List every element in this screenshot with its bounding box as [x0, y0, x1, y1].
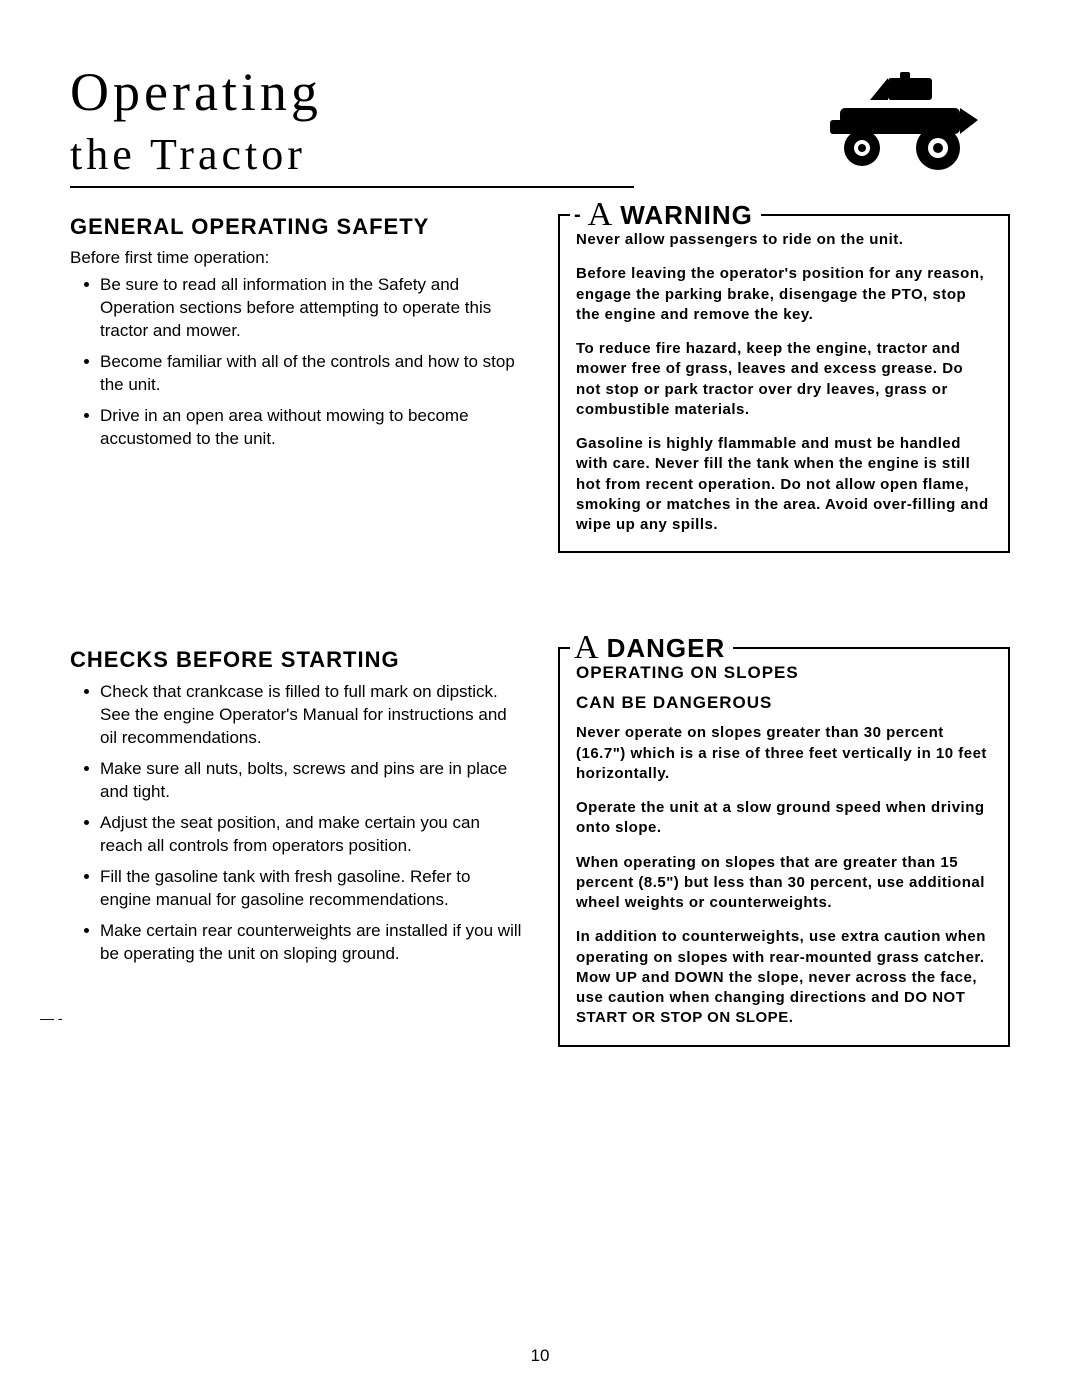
danger-icon: A [574, 631, 599, 665]
col-left-2: CHECKS BEFORE STARTING Check that crankc… [70, 647, 522, 1070]
list-item: Be sure to read all information in the S… [84, 274, 522, 343]
page-number: 10 [0, 1346, 1080, 1366]
general-safety-intro: Before first time operation: [70, 248, 522, 268]
warning-para: Gasoline is highly flammable and must be… [576, 434, 992, 535]
warning-icon: A [588, 198, 613, 232]
title-line-2: the Tractor [70, 129, 322, 180]
tractor-icon [810, 60, 990, 180]
general-safety-title: GENERAL OPERATING SAFETY [70, 214, 522, 240]
list-item: Adjust the seat position, and make certa… [84, 812, 522, 858]
danger-sub1: OPERATING ON SLOPES [576, 663, 992, 683]
general-safety-list: Be sure to read all information in the S… [70, 274, 522, 451]
checks-list: Check that crankcase is filled to full m… [70, 681, 522, 965]
warning-callout: - A WARNING Never allow passengers to ri… [558, 214, 1010, 553]
col-left-1: GENERAL OPERATING SAFETY Before first ti… [70, 214, 522, 577]
stray-mark: — - [40, 1010, 63, 1026]
danger-para: When operating on slopes that are greate… [576, 853, 992, 914]
col-right-1: - A WARNING Never allow passengers to ri… [558, 214, 1010, 577]
header-rule [70, 186, 634, 188]
danger-sub2: CAN BE DANGEROUS [576, 693, 992, 713]
warning-para: Never allow passengers to ride on the un… [576, 230, 992, 250]
title-block: Operating the Tractor [70, 61, 322, 180]
list-item: Become familiar with all of the controls… [84, 351, 522, 397]
warning-title: WARNING [620, 200, 753, 231]
list-item: Fill the gasoline tank with fresh gasoli… [84, 866, 522, 912]
list-item: Make certain rear counterweights are ins… [84, 920, 522, 966]
row-1: GENERAL OPERATING SAFETY Before first ti… [70, 214, 1010, 577]
danger-para: Operate the unit at a slow ground speed … [576, 798, 992, 839]
warning-header: - A WARNING [570, 198, 761, 232]
warning-para: To reduce fire hazard, keep the engine, … [576, 339, 992, 420]
header-row: Operating the Tractor [70, 60, 1010, 180]
danger-callout: A DANGER OPERATING ON SLOPES CAN BE DANG… [558, 647, 1010, 1046]
row-2: CHECKS BEFORE STARTING Check that crankc… [70, 647, 1010, 1070]
danger-title: DANGER [607, 633, 726, 664]
warning-para: Before leaving the operator's position f… [576, 264, 992, 325]
danger-para: In addition to counterweights, use extra… [576, 927, 992, 1028]
checks-title: CHECKS BEFORE STARTING [70, 647, 522, 673]
list-item: Make sure all nuts, bolts, screws and pi… [84, 758, 522, 804]
list-item: Drive in an open area without mowing to … [84, 405, 522, 451]
list-item: Check that crankcase is filled to full m… [84, 681, 522, 750]
col-right-2: A DANGER OPERATING ON SLOPES CAN BE DANG… [558, 647, 1010, 1070]
danger-header: A DANGER [570, 631, 733, 665]
danger-para: Never operate on slopes greater than 30 … [576, 723, 992, 784]
title-line-1: Operating [70, 61, 322, 123]
warning-dash: - [574, 204, 582, 227]
